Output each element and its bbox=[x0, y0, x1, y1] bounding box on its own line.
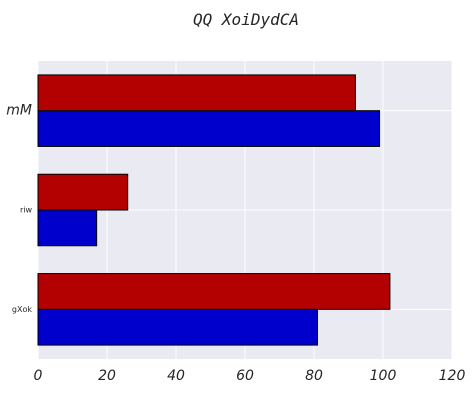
bars bbox=[37, 74, 391, 346]
bar bbox=[37, 74, 356, 112]
y-tick-label: mM bbox=[6, 103, 32, 119]
y-tick-label: gXok bbox=[12, 305, 32, 314]
x-tick-label: 0 bbox=[34, 368, 43, 384]
x-tick-label: 100 bbox=[370, 368, 397, 384]
bar bbox=[37, 308, 318, 346]
bar bbox=[37, 209, 98, 247]
bar bbox=[37, 110, 381, 147]
y-tick-label: riw bbox=[20, 206, 33, 215]
chart-title: QQ XoiDydCA bbox=[193, 10, 299, 29]
y-axis-ticks: gXok riw mM bbox=[6, 103, 32, 314]
bar bbox=[37, 173, 129, 211]
x-tick-label: 120 bbox=[439, 368, 466, 384]
x-tick-label: 20 bbox=[98, 368, 116, 384]
x-axis-ticks: 0 20 40 60 80 100 120 bbox=[34, 368, 466, 384]
bar bbox=[37, 273, 391, 310]
x-tick-label: 40 bbox=[167, 368, 185, 384]
x-tick-label: 80 bbox=[305, 368, 323, 384]
x-tick-label: 60 bbox=[236, 368, 254, 384]
